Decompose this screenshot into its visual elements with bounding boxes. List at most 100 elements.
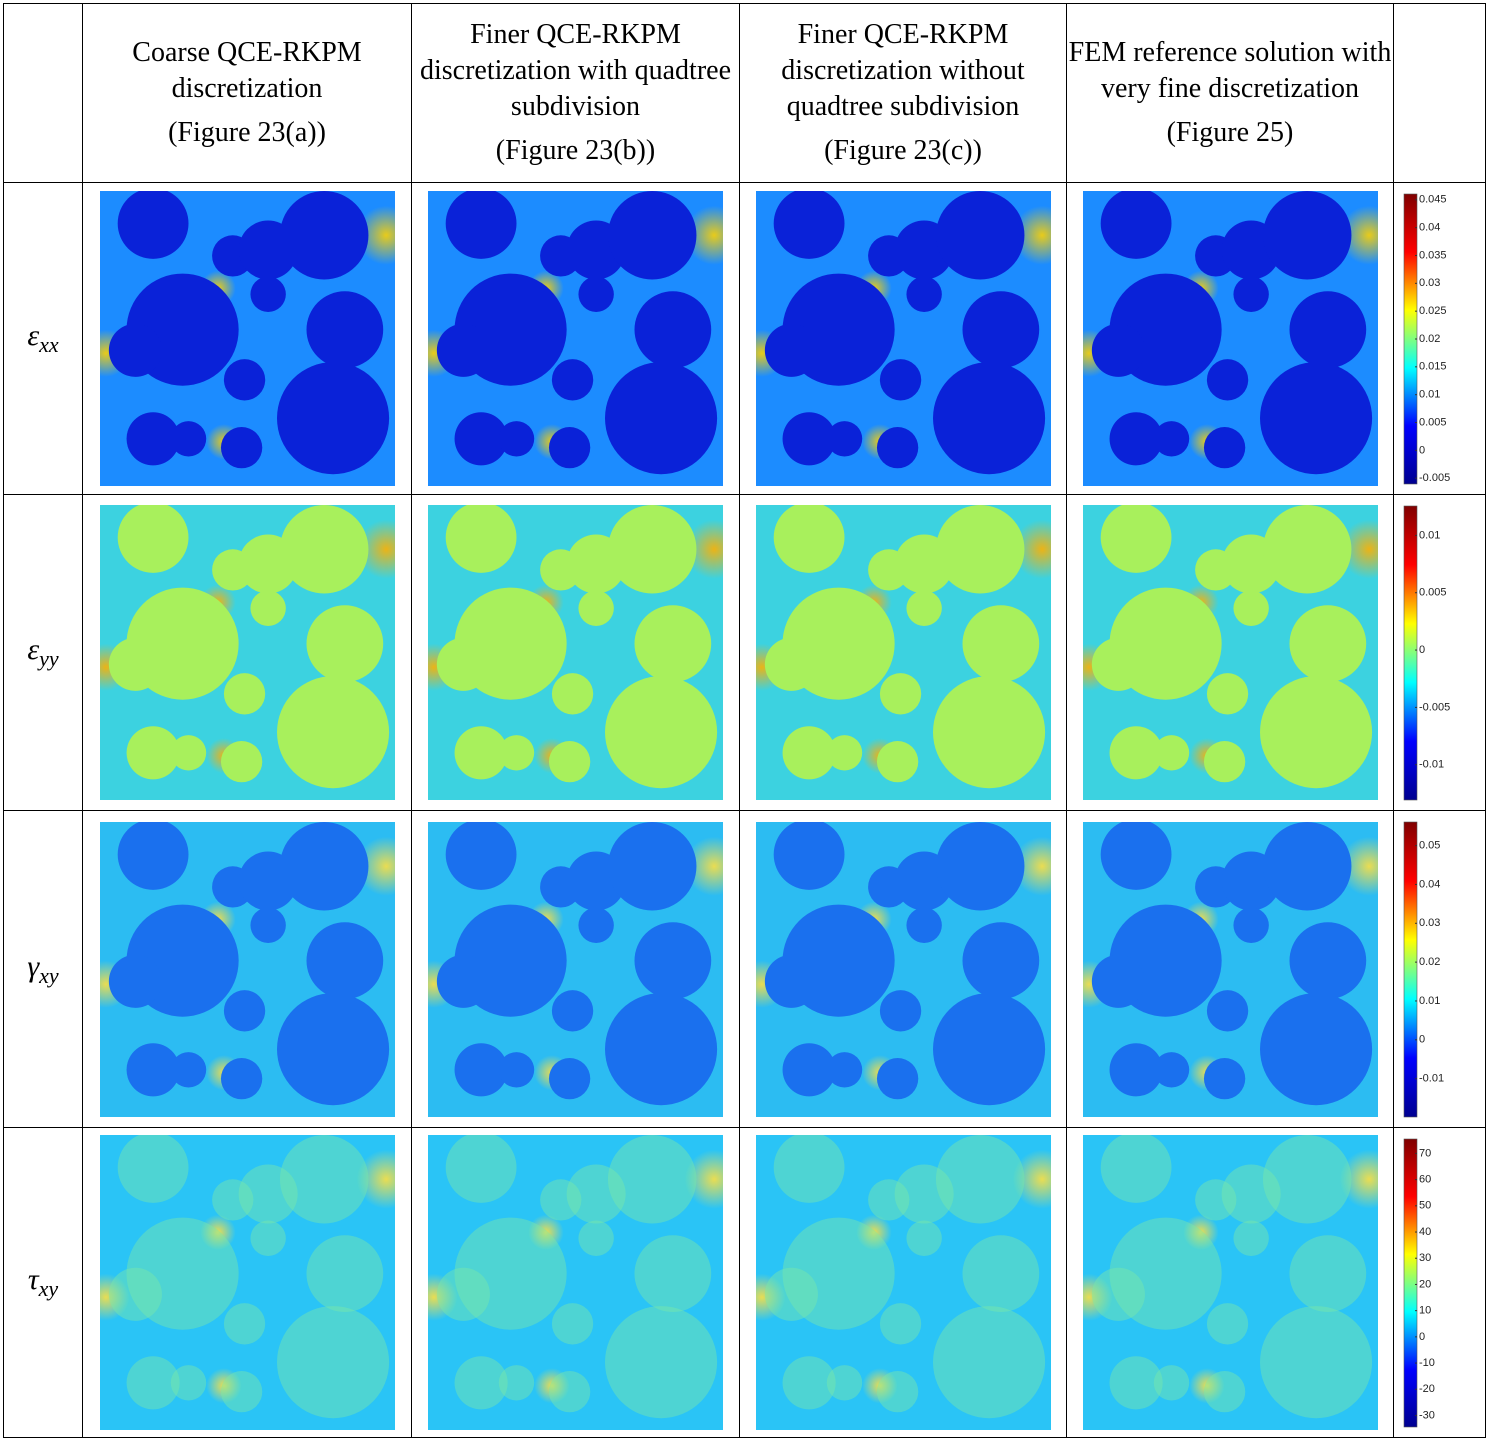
inclusion — [170, 735, 206, 771]
field-background — [428, 1135, 723, 1430]
inclusion — [1109, 1356, 1163, 1410]
inclusion — [1206, 673, 1248, 715]
colorbar: 0.05 0.04 0.03 0.02 0.01 0 -0.01 — [1403, 821, 1444, 1117]
inclusion — [962, 291, 1039, 368]
inclusion — [932, 992, 1045, 1105]
field-cell — [739, 182, 1067, 495]
colorbar-tick-label: -0.01 — [1419, 758, 1444, 770]
stress-spot — [1339, 836, 1378, 896]
inclusion — [108, 637, 162, 691]
inclusion — [1153, 1365, 1189, 1401]
inclusion — [782, 726, 836, 780]
inclusion — [605, 362, 718, 475]
colorbar-tick-label: 0.01 — [1419, 529, 1440, 541]
colorbar-tick-label: 0 — [1419, 1033, 1425, 1045]
inclusion — [1221, 1164, 1281, 1224]
inclusion — [548, 427, 591, 469]
colorbar-tick-label: 0.04 — [1419, 221, 1440, 233]
inclusion — [1091, 1267, 1145, 1321]
quantity-subscript: xx — [39, 332, 59, 357]
inclusion — [117, 505, 188, 573]
inclusion — [1262, 505, 1351, 594]
row-label: εxx — [3, 182, 83, 495]
colorbar-tick-label: 60 — [1419, 1173, 1431, 1185]
colorbar-tick-label: 0.05 — [1419, 839, 1440, 851]
row-label: γxy — [3, 810, 83, 1128]
field-cell — [82, 494, 412, 811]
colorbar-tick-label: 50 — [1419, 1199, 1431, 1211]
inclusion — [605, 1306, 718, 1419]
inclusion — [117, 821, 188, 890]
stress-spot — [1339, 519, 1378, 579]
inclusion — [1203, 741, 1245, 783]
inclusion — [1262, 1135, 1351, 1224]
colorbar-tick-label: 30 — [1419, 1252, 1431, 1264]
inclusion — [764, 637, 818, 691]
inclusion — [498, 1365, 535, 1401]
inclusion — [223, 1303, 265, 1345]
inclusion — [170, 1051, 206, 1087]
inclusion — [279, 821, 368, 910]
stress-spot — [1012, 205, 1051, 265]
inclusion — [1232, 1220, 1269, 1256]
inclusion — [279, 191, 368, 280]
inclusion — [935, 821, 1024, 910]
quantity-subscript: xy — [39, 962, 59, 988]
inclusion — [1203, 427, 1245, 469]
inclusion — [782, 1217, 895, 1330]
field-plot — [99, 191, 395, 486]
inclusion — [211, 1179, 253, 1221]
colorbar-cell: 0.05 0.04 0.03 0.02 0.01 0 -0.01 — [1393, 810, 1486, 1128]
stress-spot — [199, 1214, 236, 1251]
inclusion — [879, 989, 921, 1031]
inclusion — [826, 421, 862, 457]
field-plot — [1082, 505, 1378, 800]
inclusion — [454, 412, 508, 466]
inclusion — [1109, 412, 1163, 466]
stress-spot — [1339, 205, 1378, 265]
colorbar-tick-label: 0 — [1419, 1330, 1425, 1342]
inclusion — [1289, 921, 1366, 999]
inclusion — [498, 421, 535, 457]
colorbar-tick-label: 0.015 — [1419, 360, 1447, 372]
inclusion — [578, 276, 614, 312]
inclusion — [1259, 362, 1372, 475]
inclusion — [566, 1164, 626, 1224]
inclusion — [1259, 1306, 1372, 1419]
inclusion — [249, 590, 286, 626]
field-plot — [99, 821, 395, 1117]
inclusion — [605, 992, 718, 1105]
inclusion — [932, 362, 1045, 475]
inclusion — [1153, 1051, 1189, 1087]
inclusion — [1232, 590, 1269, 626]
inclusion — [764, 323, 818, 377]
inclusion — [117, 191, 188, 259]
inclusion — [876, 427, 918, 469]
colorbar-gradient — [1403, 821, 1417, 1117]
inclusion — [1232, 276, 1269, 312]
inclusion — [1091, 637, 1145, 691]
inclusion — [932, 1306, 1045, 1419]
stress-spot — [855, 1214, 892, 1251]
inclusion — [879, 359, 921, 401]
inclusion — [1100, 505, 1171, 573]
result-row: εxx 0.045 0.04 0.035 0.03 0.025 0.02 0.015 0.01 0… — [3, 182, 1486, 495]
stress-spot — [684, 205, 723, 265]
inclusion — [905, 1220, 942, 1256]
stress-spot — [428, 1273, 458, 1321]
field-plot — [1082, 191, 1378, 486]
result-row: τxy 70 60 50 40 30 20 10 0 -10 -20 -30 — [3, 1127, 1486, 1438]
colorbar-tick-label: 0.03 — [1419, 917, 1440, 929]
inclusion — [764, 954, 818, 1008]
colorbar-tick-label: 70 — [1419, 1147, 1431, 1159]
colorbar-tick-label: -30 — [1419, 1409, 1435, 1421]
colorbar-tick-label: 0.01 — [1419, 994, 1440, 1006]
inclusion — [108, 1267, 162, 1321]
colorbar-tick-label: 0.02 — [1419, 956, 1440, 968]
inclusion — [238, 1164, 298, 1224]
stress-spot — [356, 519, 395, 579]
inclusion — [773, 821, 844, 890]
stress-spot — [1082, 1273, 1112, 1321]
colorbar-cell: 70 60 50 40 30 20 10 0 -10 -20 -30 — [1393, 1127, 1486, 1438]
inclusion — [454, 1042, 508, 1096]
